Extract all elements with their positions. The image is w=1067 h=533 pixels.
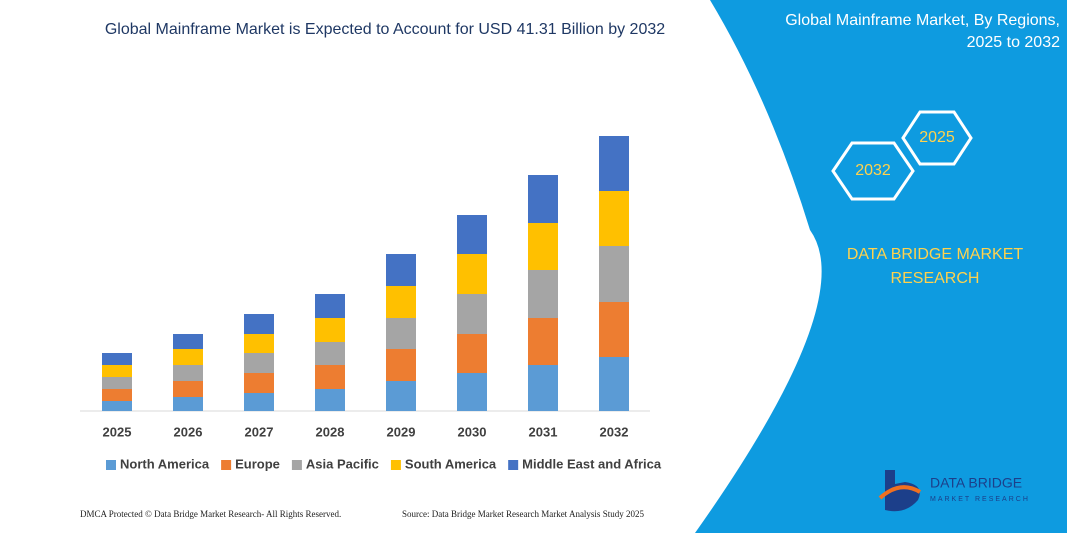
- bar-segment: [102, 377, 132, 389]
- bar-segment: [528, 365, 558, 411]
- bar-segment: [457, 294, 487, 334]
- bar-segment: [599, 302, 629, 357]
- panel-title: Global Mainframe Market, By Regions, 202…: [785, 12, 1060, 51]
- legend-label: South America: [405, 456, 497, 471]
- hexagon: [901, 110, 973, 166]
- bar-segment: [457, 215, 487, 254]
- bar-segment: [244, 314, 274, 334]
- bar-segment: [528, 318, 558, 365]
- x-tick-label: 2030: [458, 424, 487, 439]
- bar-segment: [244, 334, 274, 353]
- legend-swatch: [291, 460, 302, 470]
- x-tick-label: 2027: [245, 424, 274, 439]
- x-tick-label: 2032: [600, 424, 629, 439]
- legend-label: Asia Pacific: [306, 456, 379, 471]
- bar-segment: [315, 294, 345, 318]
- panel-brand: DATA BRIDGE MARKET RESEARCH: [846, 246, 1024, 287]
- bar-segment: [599, 357, 629, 411]
- bar-segment: [457, 334, 487, 373]
- bar-segment: [102, 353, 132, 365]
- bar-segment: [528, 175, 558, 223]
- x-tick-label: 2025: [103, 424, 132, 439]
- x-tick-label: 2028: [316, 424, 345, 439]
- bar-segment: [173, 365, 203, 381]
- x-tick-label: 2026: [174, 424, 203, 439]
- legend-swatch: [508, 460, 519, 470]
- bar-segment: [102, 389, 132, 401]
- legend-swatch: [221, 460, 232, 470]
- chart-title-box: Global Mainframe Market is Expected to A…: [104, 21, 666, 38]
- footer-left: DMCA Protected © Data Bridge Market Rese…: [80, 509, 341, 519]
- legend-swatch: [106, 460, 116, 470]
- panel-title-box: Global Mainframe Market, By Regions, 202…: [785, 12, 1060, 51]
- hexagon-label: 2025: [919, 129, 955, 146]
- logo-icon: [885, 470, 920, 512]
- side-panel: [695, 0, 1067, 533]
- bar-segment: [315, 365, 345, 389]
- bar-segment: [457, 254, 487, 294]
- logo-name: DATA BRIDGE: [930, 475, 1022, 491]
- bar-segment: [386, 286, 416, 318]
- bar-segment: [528, 270, 558, 318]
- bar-segment: [457, 373, 487, 411]
- legend-label: Middle East and Africa: [522, 456, 662, 471]
- brand-box: DATA BRIDGE MARKET RESEARCH: [846, 246, 1024, 287]
- bar-segment: [315, 342, 345, 365]
- bar-segment: [386, 381, 416, 411]
- bar-segment: [315, 389, 345, 411]
- logo-tagline: MARKET RESEARCH: [930, 496, 1030, 503]
- bar-segment: [599, 136, 629, 191]
- x-tick-label: 2031: [529, 424, 558, 439]
- bar-segment: [173, 349, 203, 365]
- bar-segment: [173, 397, 203, 411]
- bar-segment: [244, 373, 274, 393]
- hexagon-label: 2032: [855, 162, 891, 179]
- legend-label: North America: [120, 456, 210, 471]
- bar-segment: [386, 349, 416, 381]
- footer-right: Source: Data Bridge Market Research Mark…: [402, 509, 644, 519]
- bar-segment: [599, 191, 629, 246]
- hexagon: [831, 141, 915, 201]
- bar-segment: [599, 246, 629, 302]
- bar-segment: [173, 334, 203, 349]
- bar-segment: [386, 254, 416, 286]
- logo-swoosh: [878, 485, 922, 500]
- bar-segment: [102, 365, 132, 377]
- bar-segment: [528, 223, 558, 270]
- bar-segment: [102, 401, 132, 411]
- bar-segment: [173, 381, 203, 397]
- bar-segment: [244, 353, 274, 373]
- bar-segment: [244, 393, 274, 411]
- x-tick-label: 2029: [387, 424, 416, 439]
- bar-segment: [386, 318, 416, 349]
- bar-segment: [315, 318, 345, 342]
- chart-title: Global Mainframe Market is Expected to A…: [104, 21, 666, 38]
- legend-swatch: [390, 460, 401, 470]
- legend-label: Europe: [235, 456, 280, 471]
